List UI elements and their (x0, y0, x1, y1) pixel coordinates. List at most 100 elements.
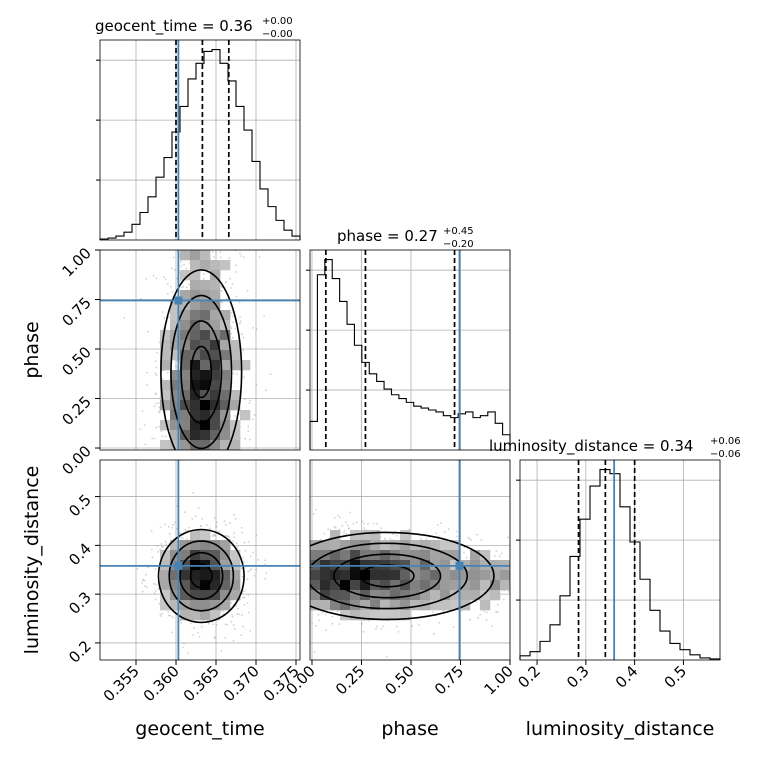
sample-point (161, 546, 163, 548)
density-cell (180, 590, 191, 601)
sample-point (184, 528, 187, 531)
sample-point (355, 521, 358, 524)
sample-point (157, 550, 160, 553)
histogram-geocent_time (99, 48, 301, 240)
density-cell (220, 370, 231, 381)
hist-frame-phase (309, 249, 511, 451)
sample-point (249, 629, 252, 632)
sample-point (165, 543, 168, 546)
density-cell (190, 430, 201, 441)
sample-point (176, 528, 178, 530)
sample-point (169, 285, 172, 288)
sample-point (237, 607, 239, 610)
density-cell (190, 540, 201, 551)
density-cell (180, 570, 191, 581)
sample-point (235, 264, 238, 266)
sample-point (479, 613, 482, 616)
sample-point (480, 539, 482, 541)
sample-point (227, 535, 229, 538)
density-cell (170, 380, 181, 391)
sample-point (185, 538, 188, 541)
sample-point (321, 612, 323, 614)
sample-point (235, 373, 238, 375)
sample-point (182, 646, 184, 649)
density-cell (210, 290, 221, 301)
sample-point (213, 534, 216, 537)
density-cell (180, 270, 191, 281)
sample-point (376, 522, 378, 525)
sample-point (168, 316, 170, 319)
sample-point (215, 525, 218, 528)
density-cell (170, 400, 181, 411)
sample-point (231, 540, 234, 543)
density-cell (220, 380, 231, 391)
sample-point (159, 613, 162, 616)
sample-point (155, 277, 158, 280)
density-cell (230, 340, 241, 351)
density-cell (230, 360, 241, 371)
sample-point (161, 378, 164, 380)
sample-point (230, 602, 233, 604)
density-cell (220, 350, 231, 361)
sample-point (361, 520, 364, 523)
density-cell (210, 300, 221, 311)
sample-point (438, 622, 441, 624)
joint-panel-geocent_time-luminosity_distance (99, 459, 301, 661)
density-cell (160, 440, 171, 450)
sample-point (174, 268, 176, 271)
sample-point (235, 542, 238, 545)
density-cell (170, 300, 181, 311)
sample-point (258, 256, 261, 258)
sample-point (495, 611, 498, 613)
sample-point (157, 411, 160, 413)
density-cell (190, 590, 201, 601)
sample-point (160, 543, 163, 545)
density-cell (170, 310, 181, 321)
sample-point (333, 517, 336, 519)
sample-point (165, 410, 167, 413)
joint-frame (99, 249, 301, 451)
density-cell (190, 310, 201, 321)
sample-point (143, 579, 146, 582)
sample-point (343, 529, 346, 532)
density-cell (190, 400, 201, 411)
density-cell (190, 420, 201, 431)
sample-point (494, 555, 496, 557)
sample-point (211, 535, 214, 537)
sample-point (142, 578, 144, 581)
density-cell (230, 350, 241, 361)
density-cell (170, 320, 181, 331)
sample-point (468, 537, 471, 540)
sample-point (224, 281, 227, 284)
sample-point (247, 611, 250, 614)
sample-point (180, 622, 183, 624)
sample-point (171, 291, 174, 293)
sample-point (470, 539, 472, 541)
sample-point (154, 372, 157, 375)
density-cell (160, 550, 171, 561)
sample-point (172, 523, 175, 526)
sample-point (167, 611, 170, 613)
sample-point (269, 373, 272, 376)
density-cell (230, 580, 241, 591)
density-cell (170, 350, 181, 361)
sample-point (243, 561, 246, 563)
density-cell (200, 550, 211, 561)
sample-point (233, 532, 235, 534)
sample-point (349, 511, 352, 514)
sample-point (155, 402, 158, 405)
density-cell (200, 600, 211, 611)
sample-point (235, 271, 237, 273)
density-cell (210, 430, 221, 441)
sample-point (338, 623, 341, 625)
sample-point (337, 514, 339, 517)
sample-point (491, 625, 493, 628)
sample-point (228, 257, 231, 259)
sample-point (348, 527, 350, 530)
sample-point (339, 516, 342, 519)
sample-point (224, 637, 227, 639)
sample-point (180, 279, 182, 282)
sample-point (323, 533, 326, 535)
density-cell (230, 430, 241, 441)
sample-point (425, 538, 428, 540)
